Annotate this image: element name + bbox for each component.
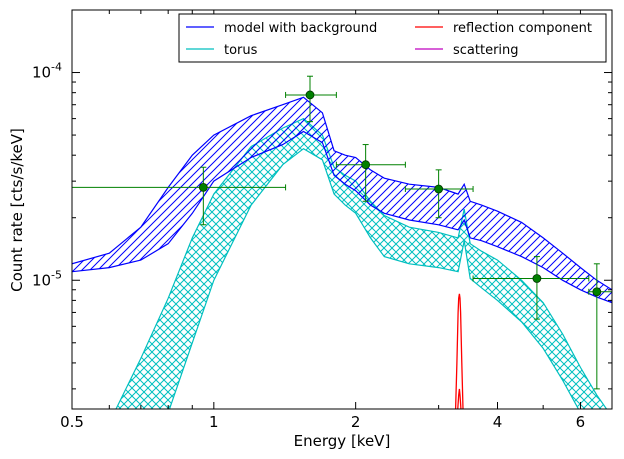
y-tick-label: 10-5 (32, 268, 62, 289)
legend: model with background reflection compone… (178, 13, 607, 63)
legend-label-torus: torus (224, 43, 258, 58)
legend-label-reflection: reflection component (453, 21, 592, 36)
x-tick-label: 2 (351, 413, 361, 431)
data-marker (592, 287, 602, 297)
x-tick-label: 1 (209, 413, 219, 431)
data-marker (305, 90, 315, 100)
legend-box (178, 13, 607, 63)
y-tick-exponent: -4 (51, 61, 62, 74)
legend-label-scattering: scattering (453, 43, 519, 58)
data-point-0 (72, 166, 287, 226)
axis-ticks: 0.5 1 2 4 610-510-4 (32, 10, 613, 431)
data-marker (198, 182, 208, 192)
x-tick-label: 4 (493, 413, 503, 431)
data-point-5 (588, 263, 612, 390)
y-tick-base: 10 (32, 64, 51, 82)
data-marker (434, 184, 444, 194)
band-upper-torus (115, 117, 608, 409)
data-point-4 (472, 256, 590, 320)
plot-frame (71, 9, 613, 410)
data-points (72, 75, 612, 390)
data-point-3 (404, 169, 474, 219)
data-point-1 (285, 75, 337, 123)
x-axis-label: Energy [keV] (294, 432, 391, 450)
reflection-line-0 (454, 293, 464, 409)
data-marker (532, 274, 542, 283)
data-point-2 (335, 144, 406, 202)
y-axis-label: Count rate [cts/s/keV] (8, 128, 26, 292)
y-tick-label: 10-4 (32, 61, 62, 82)
reflection-line-1 (457, 388, 462, 409)
band-torus (116, 118, 607, 409)
reflection-lines (454, 293, 464, 409)
band-model-with-background (72, 97, 612, 303)
data-marker (361, 160, 371, 170)
x-tick-label: 6 (576, 413, 586, 431)
legend-label-model: model with background (224, 21, 377, 36)
x-tick-label: 0.5 (60, 413, 84, 431)
band-upper-model-with-background (72, 96, 612, 291)
band-lower-torus (168, 147, 580, 409)
y-tick-exponent: -5 (51, 268, 62, 281)
y-tick-base: 10 (32, 271, 51, 289)
